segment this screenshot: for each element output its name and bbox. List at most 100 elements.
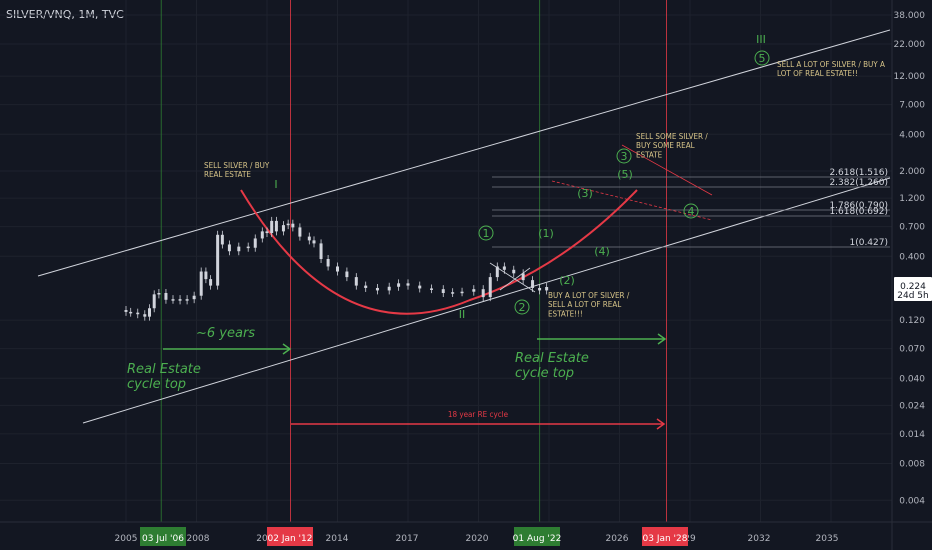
candle-body [286,223,290,226]
price-tick: 22.000 [894,40,926,50]
candle-body [430,288,433,290]
fib-level-label: 1.786(0.790) [829,201,888,211]
candle-body [397,283,401,287]
price-tick: 2.000 [899,167,925,177]
annotation-sell-silver: SELL SILVER / BUY REAL ESTATE [204,161,270,179]
wave-I: I [274,178,277,191]
time-tick: 20 [256,534,268,544]
candle-body [531,280,535,288]
wave-4: 4 [688,205,695,218]
price-tick: 0.024 [899,401,925,411]
wave-2-circle [514,299,530,315]
candle-body [336,266,339,272]
candle-body [157,293,161,295]
candle-body [481,289,485,298]
candle-body [364,285,368,288]
annotation-18-year: 18 year RE cycle [448,410,509,419]
price-tick: 0.070 [899,345,925,355]
candle-body [171,299,175,301]
annotation-sell-lot: SELL A LOT OF SILVER / BUY A LOT OF REAL … [777,60,885,78]
candle-body [143,314,147,317]
cycle-arc[interactable] [240,189,638,315]
price-tick: 0.040 [899,374,925,384]
re-cycle-arrow-head [656,418,666,430]
annotation-re-cycle-1: Real Estate cycle top [127,362,201,392]
time-tick: 2014 [326,534,349,544]
price-tick: 7.000 [899,101,925,111]
date-highlight [642,527,688,546]
candle-body [418,285,422,289]
date-highlight-label: 01 Aug '22 [513,534,562,544]
price-tick: 4.000 [899,130,925,140]
fib-level-label: 1.618(0.692) [829,207,888,217]
candle-body [129,311,133,314]
candle-body [512,269,516,274]
last-price-value: 0.224 [900,282,926,292]
candle-body [451,292,455,294]
time-tick: 29 [684,534,696,544]
candle-body [298,227,302,237]
candle-body [345,271,349,278]
candle-body [387,286,391,291]
wave-4-circle [683,203,699,219]
price-tick: 0.008 [899,460,925,470]
wave-(2): (2) [559,274,575,287]
fib-level-label: 1(0.427) [849,238,888,248]
candle-body [265,231,269,234]
candle-body [237,246,241,252]
wave-3-circle [616,148,632,164]
wave-II: II [459,308,466,321]
price-tick: 12.000 [894,72,926,82]
date-highlight [267,527,313,546]
candle-body [441,289,445,294]
candle-body [227,244,231,252]
candle-body [274,220,278,232]
six-years-arrow-head [282,343,292,355]
candle-body [495,266,499,278]
annotation-sell-some: SELL SOME SILVER / BUY SOME REAL ESTATE [636,132,708,159]
candle-body [545,287,549,291]
candle-body [199,271,203,296]
candle-body [270,220,274,234]
fib-level-label: 2.618(1.516) [829,168,888,178]
candle-body [319,243,323,259]
time-tick: 2020 [466,534,489,544]
date-highlight [514,527,560,546]
candle-body [216,234,220,286]
candle-body [307,236,311,241]
time-tick: 2017 [396,534,419,544]
candle-body [521,273,525,281]
candle-body [406,283,410,286]
price-tick: 0.400 [899,252,925,262]
channel-lower-line[interactable] [82,177,891,424]
wave-(3): (3) [577,187,593,200]
wave-1: 1 [483,227,490,240]
annotation-six-years: ~6 years [196,326,255,341]
price-tick: 0.004 [899,496,925,506]
wave-line [499,267,531,291]
candle-body [472,289,476,292]
date-highlight-label: 03 Jul '06 [142,534,184,544]
time-tick: 2032 [748,534,771,544]
last-price-badge [894,277,932,301]
cycle-arrow-2-head [657,333,667,345]
candle-body [152,294,156,309]
candle-body [354,277,358,286]
annotation-buy-silver: BUY A LOT OF SILVER / SELL A LOT OF REAL E… [548,291,630,318]
time-tick: 2035 [816,534,839,544]
candle-body [246,246,250,249]
wave-III: III [756,33,766,46]
time-tick: 2005 [115,534,138,544]
channel-upper-line[interactable] [37,29,891,277]
wave-(5): (5) [617,168,633,181]
price-tick: 0.120 [899,316,925,326]
candle-body [375,287,379,291]
candle-body [538,287,542,291]
date-highlight-label: 03 Jan '28 [643,534,688,544]
time-tick: 2008 [187,534,210,544]
candle-body [209,279,213,286]
last-price-countdown: 24d 5h [897,291,928,301]
candle-body [253,238,257,248]
candle-body [281,225,285,232]
